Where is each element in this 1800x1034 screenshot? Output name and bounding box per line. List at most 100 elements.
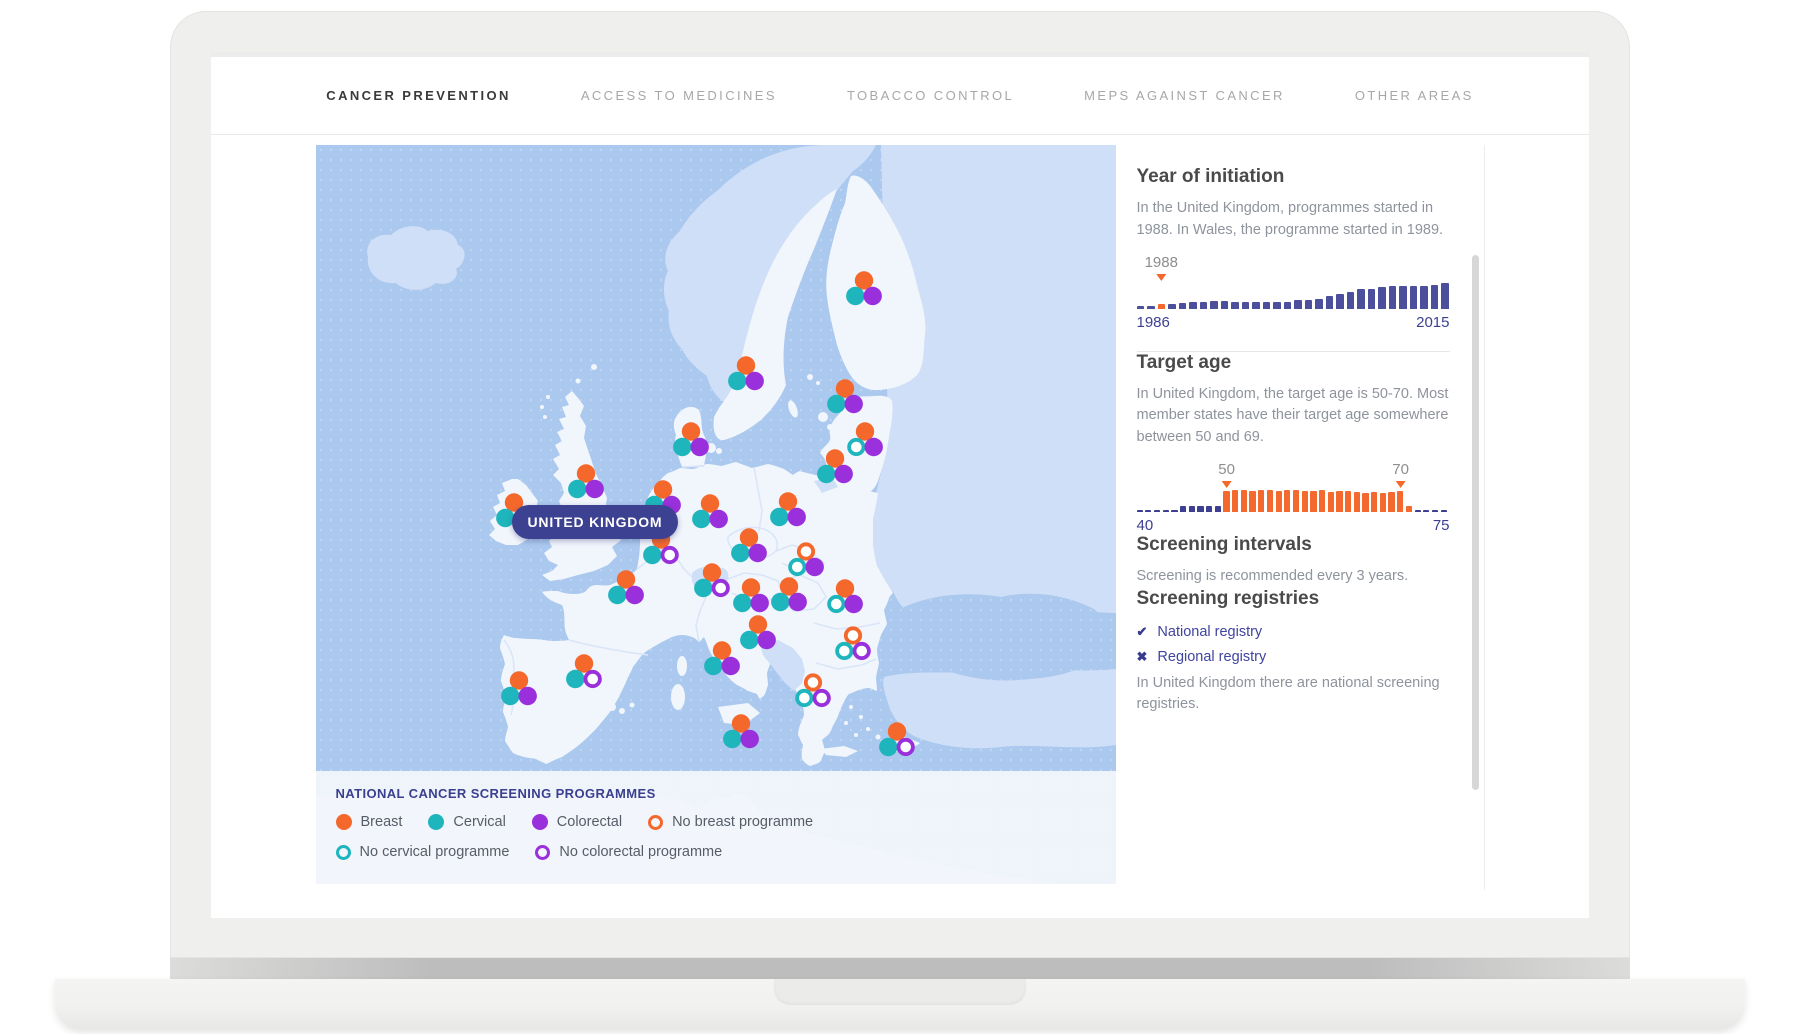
page-top-strip [211,52,1589,57]
bar-42 [1153,509,1161,512]
initiation-callouts: 1988 [1137,254,1450,281]
marker-lithuania[interactable] [816,449,853,484]
bar-74 [1431,509,1439,512]
bar-73 [1423,509,1430,512]
bar-56 [1275,490,1282,512]
aegean-island [858,715,863,719]
estonia-island [817,412,828,422]
check-icon: ✔ [1136,623,1148,639]
gotland-island [787,400,798,418]
bar-46 [1188,505,1195,512]
tab-other-areas[interactable]: OTHER AREAS [1354,88,1474,103]
marker-spain[interactable] [565,654,602,689]
tab-meps-against-cancer[interactable]: MEPS AGAINST CANCER [1084,88,1285,103]
marker-romania[interactable] [826,579,863,614]
bar-66 [1362,492,1369,512]
initiation-bars [1136,281,1450,309]
bar-69 [1388,491,1395,512]
bar-2010 [1388,285,1396,309]
land-russia [872,145,1116,613]
marker-bulgaria[interactable] [834,626,871,661]
marker-finland[interactable] [845,271,882,306]
bar-2002 [1304,299,1312,309]
marker-france[interactable] [607,570,644,605]
marker-cyprus[interactable] [878,722,915,757]
bar-72 [1414,509,1421,512]
bar-2014 [1430,284,1438,309]
land-west-balkans [759,640,805,691]
legend-item: Cervical [428,814,506,830]
bar-1989 [1168,303,1176,309]
marker-germany[interactable] [691,494,728,529]
marker-belgium[interactable] [642,530,679,565]
screen: CANCER PREVENTION ACCESS TO MEDICINES TOBA… [211,52,1589,918]
bar-1991 [1189,301,1197,309]
balearic-island [629,702,634,708]
bar-2000 [1283,301,1291,309]
bar-60 [1310,490,1317,512]
bar-62 [1327,491,1334,512]
marker-slovakia[interactable] [787,542,824,577]
bar-1999 [1273,301,1281,309]
bar-68 [1379,492,1387,512]
sidebar-scrollbar[interactable] [1471,255,1479,790]
marker-hungary[interactable] [770,577,807,612]
marker-poland[interactable] [769,492,806,527]
registries-title: Screening registries [1136,587,1320,609]
bar-51 [1232,489,1239,512]
laptop-base [55,979,1745,1030]
marker-denmark[interactable] [672,422,709,457]
legend-item-label: No breast programme [672,814,814,830]
aland-island [806,374,813,380]
tab-cancer-prevention[interactable]: CANCER PREVENTION [326,88,511,103]
europe-map[interactable]: UNITED KINGDOM NATIONAL CANCER SCREENING… [315,145,1116,884]
laptop-base-notch [774,979,1026,1005]
bar-59 [1301,490,1308,512]
marker-united-kingdom[interactable] [567,464,604,499]
bar-1994 [1220,300,1228,309]
marker-portugal[interactable] [500,671,537,706]
bar-1995 [1231,301,1239,309]
balearic-island [607,703,616,711]
marker-italy[interactable] [703,641,740,676]
marker-sweden[interactable] [727,356,764,391]
intervals-title: Screening intervals [1136,533,1312,555]
marker-austria[interactable] [732,578,769,613]
bar-53 [1249,490,1256,512]
marker-czechia[interactable] [730,528,767,563]
bar-48 [1206,505,1213,512]
bar-45 [1179,505,1187,512]
bar-43 [1162,509,1169,512]
map-legend: NATIONAL CANCER SCREENING PROGRAMMES Bre… [315,771,1116,884]
no-colorectal-ring-icon [535,844,551,860]
marker-croatia[interactable] [739,615,776,650]
marker-greece[interactable] [794,673,831,708]
intervals-text: Screening is recommended every 3 years. [1136,567,1409,584]
bar-1986 [1136,305,1144,309]
marker-switzerland[interactable] [693,563,730,598]
axis-start-label: 40 [1136,516,1154,534]
marker-latvia[interactable] [846,422,883,457]
target-age-text: In United Kingdom, the target age is 50-… [1136,385,1449,446]
estonia-island [826,424,833,430]
bar-52 [1240,489,1248,512]
corsica-island [676,656,687,676]
target-age-chart: 50 70 40 75 [1136,461,1450,534]
aegean-island [843,721,848,725]
bar-44 [1171,509,1178,512]
bar-1987 [1147,305,1155,309]
bar-67 [1371,491,1378,512]
tab-access-to-medicines[interactable]: ACCESS TO MEDICINES [580,88,777,103]
land-iceland [366,226,465,290]
tab-tobacco-control[interactable]: TOBACCO CONTROL [846,88,1015,103]
legend-items: Breast Cervical Colorectal No breast progra… [335,814,956,860]
national-registry-label: National registry [1157,623,1263,640]
bar-1998 [1262,301,1270,309]
target-age-bars [1136,488,1450,512]
target-age-callouts: 50 70 [1137,461,1450,488]
bar-64 [1345,490,1352,512]
marker-malta[interactable] [722,714,759,749]
marker-estonia[interactable] [826,379,863,414]
bar-2004 [1325,295,1333,309]
sardinia-island [670,684,685,710]
